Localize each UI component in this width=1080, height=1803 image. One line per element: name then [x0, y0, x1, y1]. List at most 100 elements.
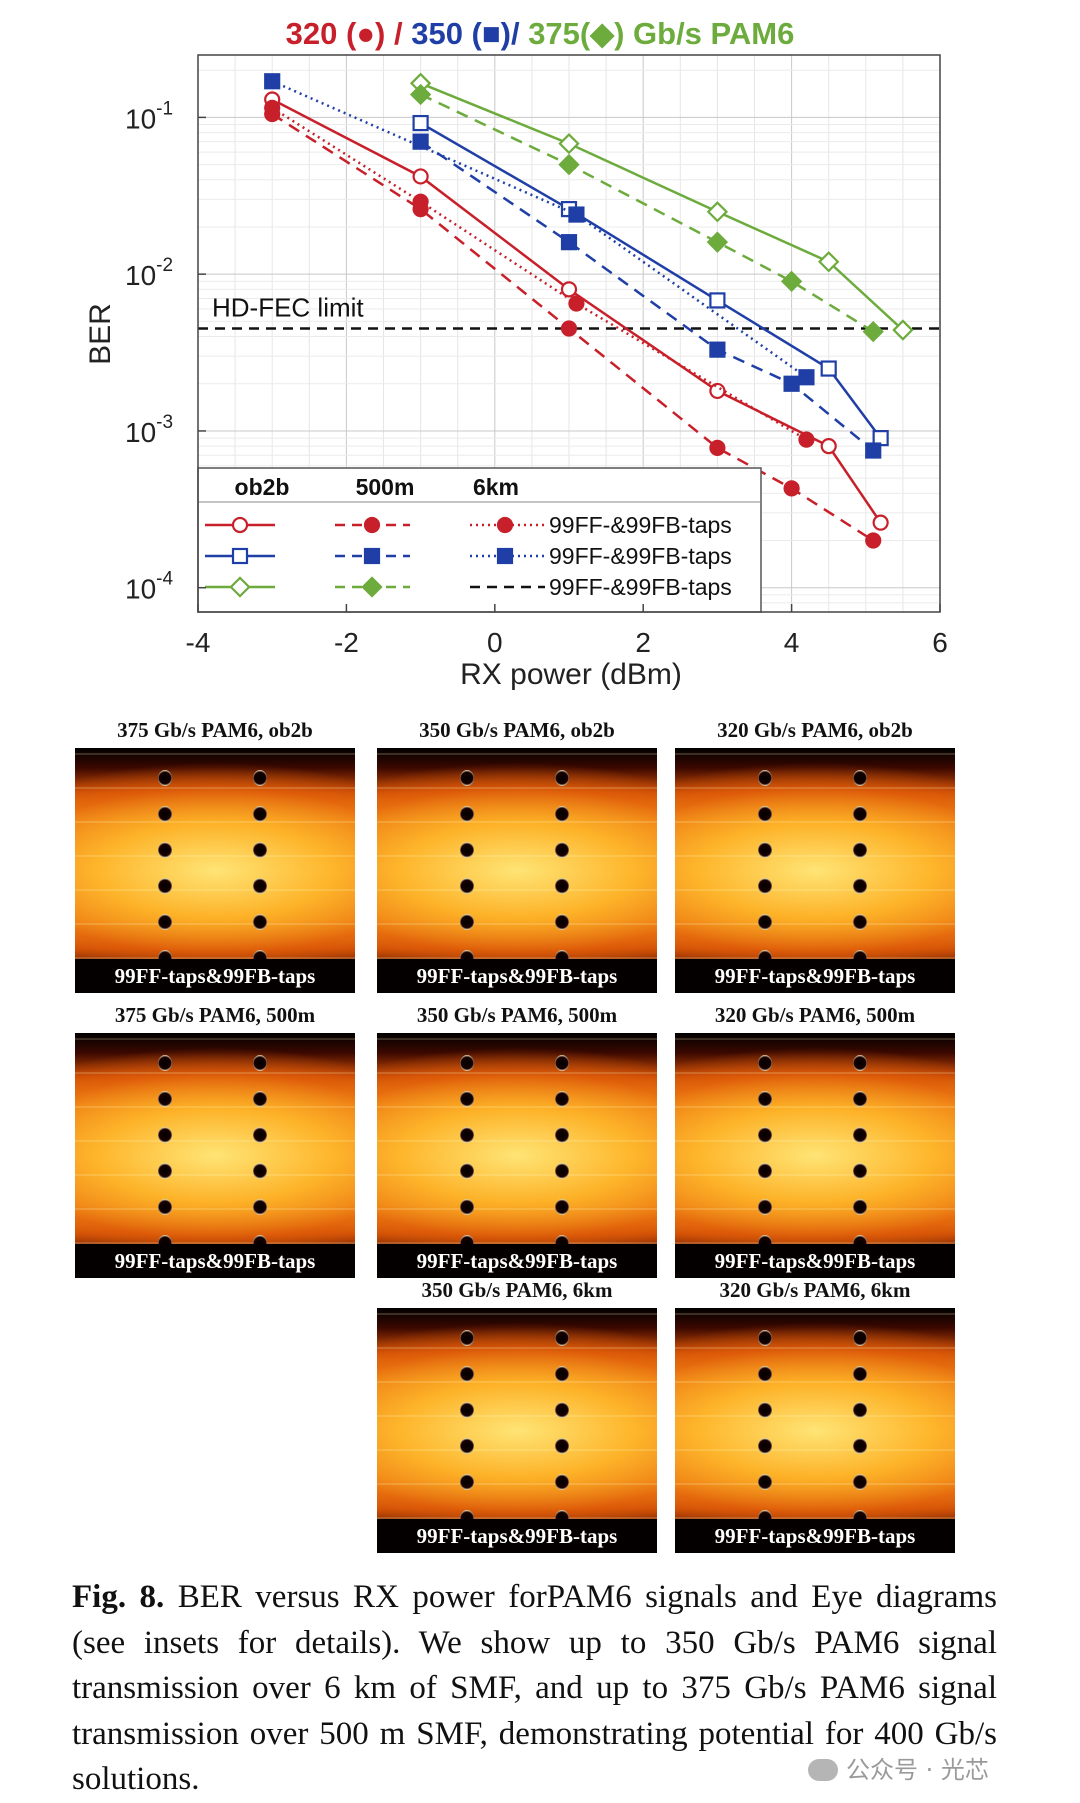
eye-diagram-title: 350 Gb/s PAM6, 6km: [421, 1278, 613, 1302]
legend-marker-ob2b: [231, 516, 249, 534]
eye-crossing-column: [853, 1051, 867, 1251]
series-line: [271, 98, 882, 524]
eye-opening: [460, 1127, 474, 1143]
chart-title-text: 320 (●) / 350 (■)/ 375(◆) Gb/s PAM6: [286, 16, 795, 51]
data-point: [412, 193, 429, 210]
ber-chart: 320 (●) / 350 (■)/ 375(◆) Gb/s PAM6 HD-F…: [84, 16, 948, 691]
data-point: [558, 132, 580, 155]
eye-opening: [853, 914, 867, 930]
eye-crossing-column: [758, 1051, 772, 1251]
caption-label: Fig. 8.: [72, 1579, 165, 1615]
eye-opening: [555, 1127, 569, 1143]
eye-opening: [555, 1366, 569, 1382]
eye-diagram-image: 99FF-taps&99FB-taps: [377, 748, 657, 993]
eye-diagram-image: 99FF-taps&99FB-taps: [75, 748, 355, 993]
legend-marker-500m: [363, 547, 381, 565]
eye-diagram-label: 99FF-taps&99FB-taps: [675, 959, 955, 993]
eye-opening: [460, 1366, 474, 1382]
eye-opening: [853, 770, 867, 786]
plot-frame: [197, 54, 941, 613]
data-point: [820, 438, 837, 455]
data-point: [865, 532, 882, 549]
x-tick-label: 6: [932, 627, 948, 658]
y-tick-exponent: -3: [156, 412, 173, 433]
eye-crossing-column: [758, 1326, 772, 1526]
eye-opening: [253, 914, 267, 930]
series-350-6km: [264, 73, 815, 386]
eye-diagram-label: 99FF-taps&99FB-taps: [377, 1519, 657, 1553]
data-point: [798, 369, 815, 386]
eye-opening: [460, 1055, 474, 1071]
y-tick-exponent: -2: [156, 255, 173, 276]
eye-diagram-title: 350 Gb/s PAM6, 500m: [416, 1003, 618, 1027]
eye-opening: [853, 1330, 867, 1346]
eye-opening: [758, 770, 772, 786]
eye-diagram: 350 Gb/s PAM6, 500m 99FF-taps&99FB-taps: [377, 1003, 657, 1278]
eye-diagram-image: 99FF-taps&99FB-taps: [377, 1308, 657, 1553]
legend-marker-6km: [496, 516, 514, 534]
eye-opening: [253, 1055, 267, 1071]
eye-opening: [158, 1127, 172, 1143]
figure-caption: Fig. 8. BER versus RX power forPAM6 sign…: [72, 1575, 997, 1803]
data-point: [709, 341, 726, 358]
legend-row-375: 99FF-&99FB-taps: [205, 574, 732, 600]
watermark-text: 公众号 · 光芯: [846, 1756, 989, 1784]
eye-opening: [853, 1163, 867, 1179]
eye-opening: [460, 1330, 474, 1346]
fec-limit: HD-FEC limit: [198, 293, 940, 330]
eye-opening: [253, 842, 267, 858]
caption-text: BER versus RX power forPAM6 signals and …: [72, 1579, 998, 1797]
eye-opening: [460, 842, 474, 858]
eye-diagram-label: 99FF-taps&99FB-taps: [377, 959, 657, 993]
chart-legend: ob2b 500m 6km 99FF-&99FB-taps 99FF-&99FB-tap…: [197, 467, 762, 613]
eye-opening: [555, 1055, 569, 1071]
data-point: [709, 439, 726, 456]
eye-opening: [555, 842, 569, 858]
eye-opening: [555, 1163, 569, 1179]
eye-opening: [853, 806, 867, 822]
eye-diagram: 320 Gb/s PAM6, 500m 99FF-taps&99FB-taps: [675, 1003, 955, 1278]
eye-opening: [853, 1091, 867, 1107]
eye-opening: [555, 1091, 569, 1107]
eye-diagram-title: 375 Gb/s PAM6, ob2b: [117, 718, 313, 742]
eye-opening: [253, 1127, 267, 1143]
eye-opening: [158, 1091, 172, 1107]
eye-opening: [460, 806, 474, 822]
eye-crossing-column: [555, 1051, 569, 1251]
eye-opening: [555, 914, 569, 930]
legend-row-350: 99FF-&99FB-taps: [205, 543, 732, 569]
eye-opening: [460, 1199, 474, 1215]
eye-opening: [555, 806, 569, 822]
wechat-icon: [808, 1759, 838, 1781]
data-point: [706, 201, 729, 223]
x-tick-label: 2: [635, 627, 651, 658]
y-tick-label: 10-2: [125, 255, 173, 291]
eye-opening: [158, 878, 172, 894]
series-320-500m: [264, 105, 882, 549]
eye-diagram-image: 99FF-taps&99FB-taps: [75, 1033, 355, 1278]
data-point: [818, 251, 840, 273]
eye-diagram-title: 350 Gb/s PAM6, ob2b: [419, 718, 615, 742]
eye-opening: [158, 806, 172, 822]
eye-opening: [758, 878, 772, 894]
chart-title-part: 375(: [528, 16, 591, 51]
eye-diagram-label: 99FF-taps&99FB-taps: [75, 959, 355, 993]
data-point: [709, 292, 726, 309]
eye-opening: [555, 1199, 569, 1215]
eye-diagram: 350 Gb/s PAM6, ob2b 99FF-taps&99FB-taps: [377, 718, 657, 993]
eye-opening: [758, 842, 772, 858]
eye-crossing-column: [253, 1051, 267, 1251]
eye-opening: [758, 1091, 772, 1107]
eye-opening: [758, 1055, 772, 1071]
eye-opening: [853, 878, 867, 894]
eye-opening: [460, 1474, 474, 1490]
eye-diagram-image: 99FF-taps&99FB-taps: [675, 748, 955, 993]
watermark: 公众号 · 光芯: [808, 1750, 989, 1785]
eye-opening: [853, 1055, 867, 1071]
data-point: [865, 442, 882, 459]
eye-crossing-column: [158, 1051, 172, 1251]
chart-title-part: ◆: [589, 16, 615, 51]
eye-opening: [460, 1402, 474, 1418]
y-tick-base: 10: [125, 103, 156, 134]
eye-opening: [555, 878, 569, 894]
